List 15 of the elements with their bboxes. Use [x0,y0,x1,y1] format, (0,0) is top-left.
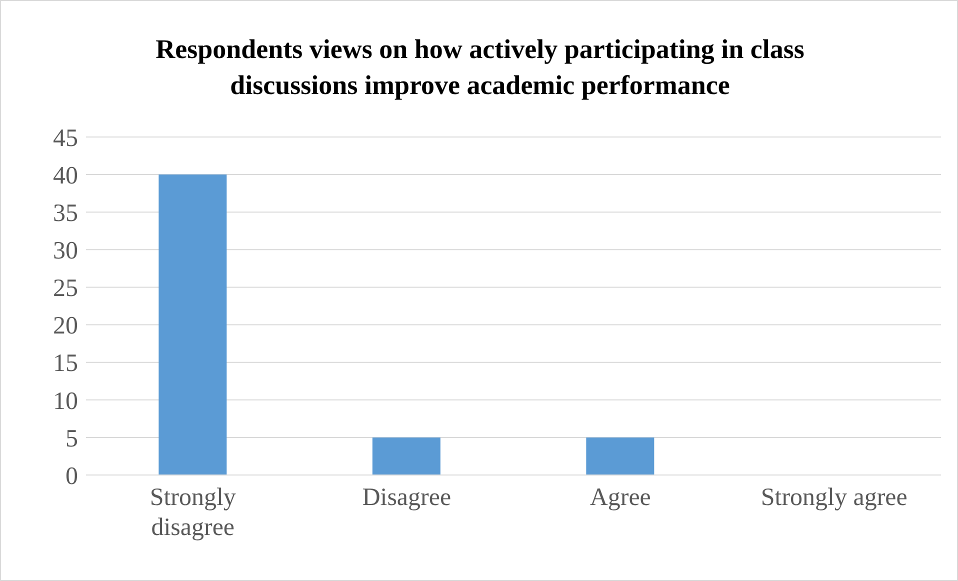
y-tick-label: 20 [53,312,78,340]
x-tick-label: Disagree [362,484,452,511]
y-tick-label: 40 [53,162,78,190]
y-tick-label: 45 [53,124,78,152]
y-tick-label: 30 [53,238,78,265]
y-tick-label: 25 [53,275,78,302]
y-tick-label: 35 [53,200,78,227]
chart-title: Respondents views on how actively participating in class discussions improve academic performance [154,33,806,102]
x-tick-label: Strongly disagree [150,484,236,541]
y-tick-label: 5 [66,425,78,452]
y-tick-label: 10 [53,388,78,415]
x-tick-label: Agree [590,484,651,511]
x-tick-label: Strongly agree [760,484,908,511]
y-tick-label: 0 [66,462,78,490]
y-tick-label: 15 [53,350,78,378]
